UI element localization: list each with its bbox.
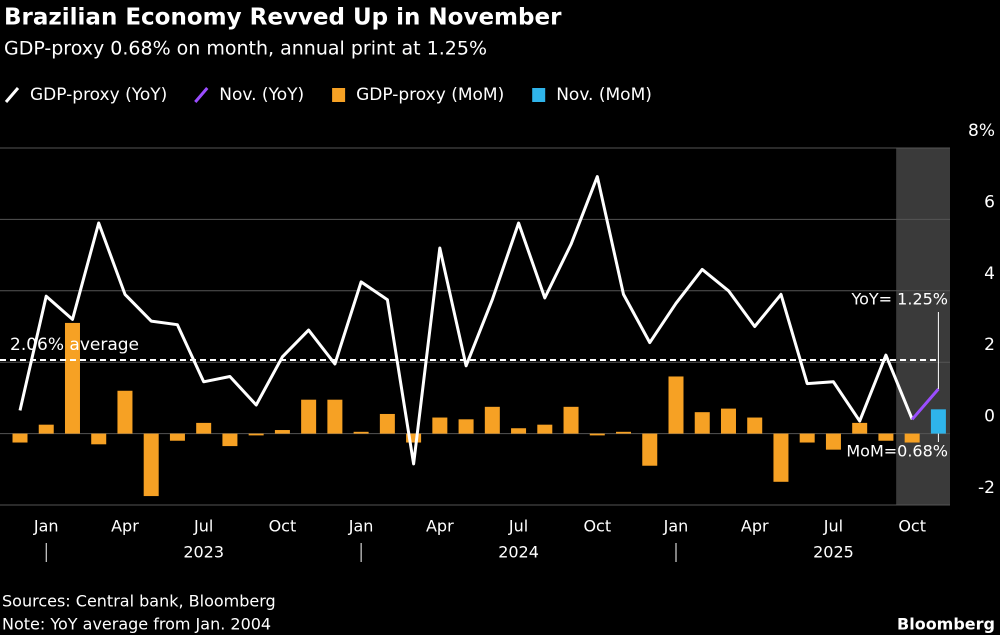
bar (458, 419, 474, 434)
bar (12, 433, 28, 443)
y-tick-label: 6 (984, 192, 995, 212)
bar (91, 433, 107, 445)
x-tick-label: Jan (348, 517, 374, 536)
legend-label: Nov. (YoY) (219, 85, 304, 105)
bar (825, 433, 841, 450)
bar (143, 433, 159, 497)
legend-swatch (332, 88, 346, 102)
x-tick-label: Apr (111, 517, 139, 536)
x-tick-label: Oct (269, 517, 297, 536)
bar (511, 428, 527, 434)
legend-swatch (532, 88, 546, 102)
bar (327, 399, 343, 434)
bar (248, 433, 264, 436)
x-tick-label: Jul (508, 517, 528, 536)
y-tick-label: -2 (978, 478, 995, 498)
year-label: 2024 (498, 543, 539, 562)
x-tick-label: Oct (898, 517, 926, 536)
y-tick-label: 0 (984, 407, 995, 427)
bar (169, 433, 185, 441)
bar (563, 406, 579, 434)
highlight-band (896, 148, 950, 505)
bar (720, 408, 736, 434)
bar (484, 406, 500, 434)
bar (432, 417, 448, 434)
x-tick-label: Jul (193, 517, 213, 536)
bar (64, 322, 80, 434)
bar (537, 424, 553, 434)
bar (589, 433, 605, 436)
legend-label: Nov. (MoM) (556, 85, 652, 105)
bar (274, 430, 290, 434)
note: Note: YoY average from Jan. 2004 (2, 615, 271, 634)
bar (196, 422, 212, 434)
bar (353, 431, 369, 434)
bar (406, 433, 422, 443)
x-tick-label: Apr (426, 517, 454, 536)
y-tick-label: 2 (984, 335, 995, 355)
bar (301, 399, 317, 434)
bar (222, 433, 238, 447)
bar (799, 433, 815, 443)
chart-title: Brazilian Economy Revved Up in November (4, 5, 562, 31)
x-tick-label: Jul (823, 517, 843, 536)
bar (904, 433, 920, 443)
bar (852, 422, 868, 434)
bar (694, 412, 710, 434)
bar (379, 413, 395, 434)
bar (878, 433, 894, 441)
sources: Sources: Central bank, Bloomberg (2, 592, 276, 611)
y-tick-label: 8% (968, 121, 995, 141)
bar (38, 424, 54, 434)
x-tick-label: Jan (663, 517, 689, 536)
legend-label: GDP-proxy (YoY) (30, 85, 167, 105)
y-tick-label: 4 (984, 264, 995, 284)
line (18, 175, 914, 466)
year-label: 2025 (813, 543, 854, 562)
bar (668, 376, 684, 434)
bar (930, 409, 946, 434)
average-label: 2.06% average (10, 335, 139, 355)
legend-swatch (4, 87, 20, 103)
year-label: 2023 (183, 543, 224, 562)
line (911, 388, 940, 421)
legend-label: GDP-proxy (MoM) (356, 85, 504, 105)
yoy-annotation: YoY= 1.25% (850, 290, 948, 309)
bar (773, 433, 789, 482)
x-tick-label: Apr (741, 517, 769, 536)
mom-annotation: MoM=0.68% (846, 442, 948, 461)
bar (747, 417, 763, 434)
x-tick-label: Jan (33, 517, 59, 536)
bar (117, 390, 133, 434)
chart-subtitle: GDP-proxy 0.68% on month, annual print a… (4, 38, 487, 60)
bar (616, 431, 632, 434)
brand: Bloomberg (897, 615, 995, 634)
x-tick-label: Oct (583, 517, 611, 536)
legend-swatch (194, 87, 209, 103)
bar (642, 433, 658, 466)
